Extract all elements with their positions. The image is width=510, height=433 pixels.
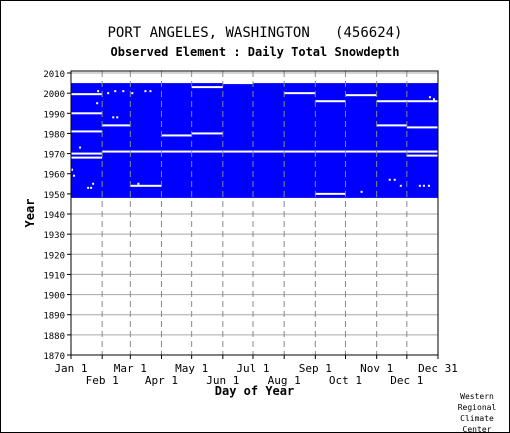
- missing-point: [137, 182, 140, 185]
- missing-point: [87, 186, 90, 189]
- missing-segment: [376, 124, 407, 127]
- missing-point: [388, 178, 391, 181]
- missing-segment: [345, 94, 377, 97]
- missing-segment: [71, 156, 103, 159]
- missing-segment: [71, 112, 103, 115]
- missing-segment: [406, 150, 438, 153]
- y-axis-title: Year: [23, 199, 37, 228]
- missing-point: [97, 90, 100, 93]
- x-tick-label: May 1: [175, 362, 208, 375]
- missing-segment: [222, 82, 253, 85]
- y-tick-label: 2010: [43, 70, 65, 80]
- y-tick-label: 1970: [43, 151, 65, 161]
- missing-point: [422, 184, 425, 187]
- missing-segment: [161, 134, 192, 137]
- missing-point: [112, 116, 115, 119]
- missing-segment: [284, 92, 316, 95]
- missing-point: [116, 116, 119, 119]
- missing-segment: [315, 100, 346, 103]
- credit-line-3: Climate: [460, 414, 494, 423]
- credit-line-2: Regional: [457, 403, 497, 412]
- x-axis-title: Day of Year: [215, 384, 294, 398]
- missing-segment: [71, 168, 74, 171]
- missing-segment: [71, 93, 103, 96]
- x-tick-label: Jan 1: [54, 362, 87, 375]
- credit-block: Western Regional Climate Center: [447, 391, 507, 433]
- missing-segment: [376, 100, 438, 103]
- y-tick-label: 1900: [43, 292, 65, 302]
- missing-point: [144, 90, 147, 93]
- y-tick-label: 1870: [43, 352, 65, 362]
- missing-segment: [71, 130, 103, 133]
- y-tick-label: 1910: [43, 271, 65, 281]
- credit-line-1: Western: [460, 392, 494, 401]
- y-tick-label: 1990: [43, 110, 65, 120]
- missing-point: [360, 190, 363, 193]
- y-tick-label: 1930: [43, 231, 65, 241]
- missing-segment: [191, 86, 223, 89]
- missing-point: [428, 96, 431, 99]
- x-tick-label: Oct 1: [329, 374, 362, 387]
- missing-segment: [315, 192, 346, 195]
- missing-point: [73, 174, 76, 177]
- missing-segment: [71, 152, 103, 155]
- missing-segment: [130, 184, 162, 187]
- missing-segment: [191, 132, 223, 135]
- missing-point: [90, 186, 93, 189]
- credit-line-4: Center: [462, 425, 492, 433]
- y-tick-label: 1950: [43, 191, 65, 201]
- missing-point: [393, 178, 396, 181]
- missing-point: [149, 90, 152, 93]
- x-tick-label: Jun 1: [206, 374, 239, 387]
- x-tick-label: Jul 1: [236, 362, 269, 375]
- missing-point: [122, 90, 125, 93]
- x-tick-label: Mar 1: [114, 362, 147, 375]
- missing-point: [107, 92, 110, 95]
- chart-subtitle: Observed Element : Daily Total Snowdepth: [110, 45, 400, 59]
- y-tick-label: 1940: [43, 211, 65, 221]
- x-tick-label: Nov 1: [360, 362, 393, 375]
- missing-segment: [406, 126, 438, 129]
- missing-segment: [102, 150, 438, 153]
- y-tick-label: 1980: [43, 130, 65, 140]
- missing-point: [79, 146, 82, 149]
- x-tick-label: Apr 1: [145, 374, 178, 387]
- missing-point: [399, 184, 402, 187]
- x-tick-label: Aug 1: [268, 374, 301, 387]
- y-tick-label: 1960: [43, 171, 65, 181]
- x-tick-label: Sep 1: [299, 362, 332, 375]
- y-tick-label: 1880: [43, 332, 65, 342]
- missing-point: [432, 98, 435, 101]
- y-tick-label: 1920: [43, 251, 65, 261]
- missing-segment: [406, 154, 438, 157]
- y-tick-label: 2000: [43, 90, 65, 100]
- y-tick-label: 1890: [43, 312, 65, 322]
- missing-point: [114, 90, 117, 93]
- missing-point: [92, 182, 95, 185]
- chart-title: PORT ANGELES, WASHINGTON (456624): [107, 25, 403, 41]
- x-tick-label: Dec 31: [418, 362, 458, 375]
- missing-point: [96, 102, 99, 105]
- x-tick-label: Feb 1: [86, 374, 119, 387]
- missing-point: [418, 184, 421, 187]
- missing-point: [427, 184, 430, 187]
- plot-border: [70, 70, 439, 356]
- missing-segment: [102, 124, 131, 127]
- x-tick-label: Dec 1: [390, 374, 423, 387]
- missing-point: [131, 92, 134, 95]
